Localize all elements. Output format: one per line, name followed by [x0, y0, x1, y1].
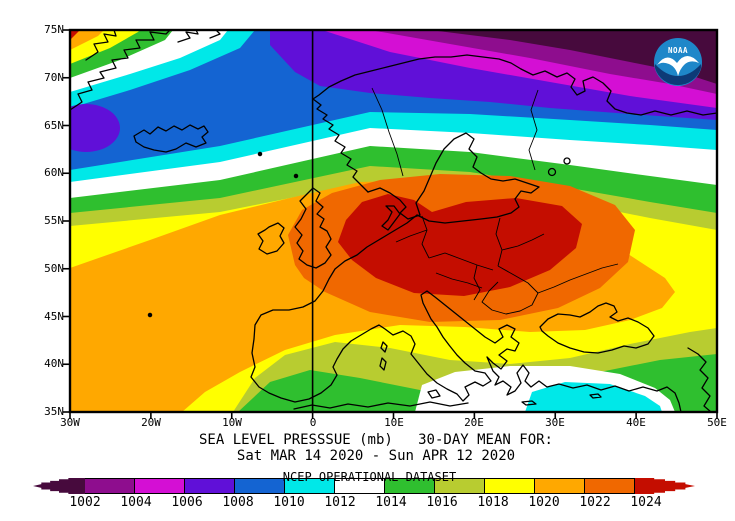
colorbar-label-1002: 1002 [69, 495, 101, 510]
noaa-logo-text: NOAA [668, 46, 688, 55]
caspian-coast [687, 347, 712, 412]
lat-label-55n: 55N [44, 214, 64, 227]
contour-band-below-1002 [430, 30, 717, 84]
iceland-coast [133, 124, 209, 153]
lat-label-60n: 60N [44, 166, 64, 179]
pressure-colorbar [33, 478, 706, 494]
cyprus [589, 393, 602, 399]
lat-label-70n: 70N [44, 71, 64, 84]
sicily [427, 389, 441, 399]
lake-onega [563, 157, 571, 165]
coastlines [70, 30, 717, 412]
corsica [380, 341, 388, 353]
shetland-islands [293, 173, 299, 179]
colorbar-label-1008: 1008 [222, 495, 254, 510]
chart-date-range: Sat MAR 14 2020 - Sun APR 12 2020 [236, 448, 516, 464]
lon-label-40e: 40E [626, 416, 646, 429]
colorbar-label-1004: 1004 [120, 495, 152, 510]
lon-label-20e: 20E [464, 416, 484, 429]
colorbar-label-1024: 1024 [630, 495, 662, 510]
greenland-red-corner [70, 30, 80, 40]
turkey-cyan-region [525, 382, 662, 412]
noaa-logo-lower [655, 64, 701, 86]
lon-label-20w: 20W [141, 416, 161, 429]
arctic-russia-coast [520, 68, 717, 116]
colorbar-label-1012: 1012 [324, 495, 356, 510]
lon-label-0: 0 [309, 416, 317, 429]
west-south-europe-coast [250, 214, 682, 412]
baltic-coast [367, 132, 540, 224]
colorbar-label-1022: 1022 [579, 495, 611, 510]
colorbar-block-1022-1024 [584, 478, 635, 494]
north-africa-coast [293, 401, 469, 410]
colorbar-label-1006: 1006 [171, 495, 203, 510]
greenland-fjords2 [177, 30, 221, 43]
greenland-fjords [85, 30, 117, 61]
crete [521, 400, 537, 406]
lon-label-50e: 50E [707, 416, 727, 429]
denmark-coast [381, 205, 401, 231]
britain-coast [294, 187, 332, 269]
dataset-label: NCEP OPERATIONAL DATASET [282, 470, 457, 484]
lon-label-10w: 10W [222, 416, 242, 429]
colorbar-label-1020: 1020 [528, 495, 560, 510]
sardinia [379, 357, 387, 371]
lake-ladoga [547, 167, 557, 177]
chart-title: SEA LEVEL PRESSSUE (mb) 30-DAY MEAN FOR: [198, 432, 553, 448]
colorbar-label-1016: 1016 [426, 495, 458, 510]
ireland-coast [257, 222, 285, 255]
contour-band-above-1024 [338, 194, 582, 296]
norway-coast [312, 54, 522, 193]
lat-label-75n: 75N [44, 23, 64, 36]
colorbar-label-1018: 1018 [477, 495, 509, 510]
atlantic-violet-blob [70, 104, 120, 152]
lat-label-40n: 40N [44, 357, 64, 370]
contour-field [70, 30, 717, 412]
atlantic-island [147, 312, 153, 318]
noaa-bird-icon [657, 56, 699, 76]
lat-label-35n: 35N [44, 405, 64, 418]
colorbar-label-1014: 1014 [375, 495, 407, 510]
lon-label-30e: 30E [545, 416, 565, 429]
lat-label-45n: 45N [44, 310, 64, 323]
greenland-coast [70, 30, 171, 111]
faroe-islands [257, 151, 263, 157]
lat-label-50n: 50N [44, 262, 64, 275]
noaa-logo: NOAA [654, 38, 702, 86]
pressure-map [63, 28, 719, 419]
lon-label-10e: 10E [384, 416, 404, 429]
lat-label-65n: 65N [44, 119, 64, 132]
black-sea-coast [539, 302, 655, 354]
greenland-orange-band [70, 30, 104, 50]
axis-ticks [63, 29, 718, 419]
colorbar-label-1010: 1010 [273, 495, 305, 510]
country-borders [371, 87, 619, 315]
lon-label-30w: 30W [60, 416, 80, 429]
